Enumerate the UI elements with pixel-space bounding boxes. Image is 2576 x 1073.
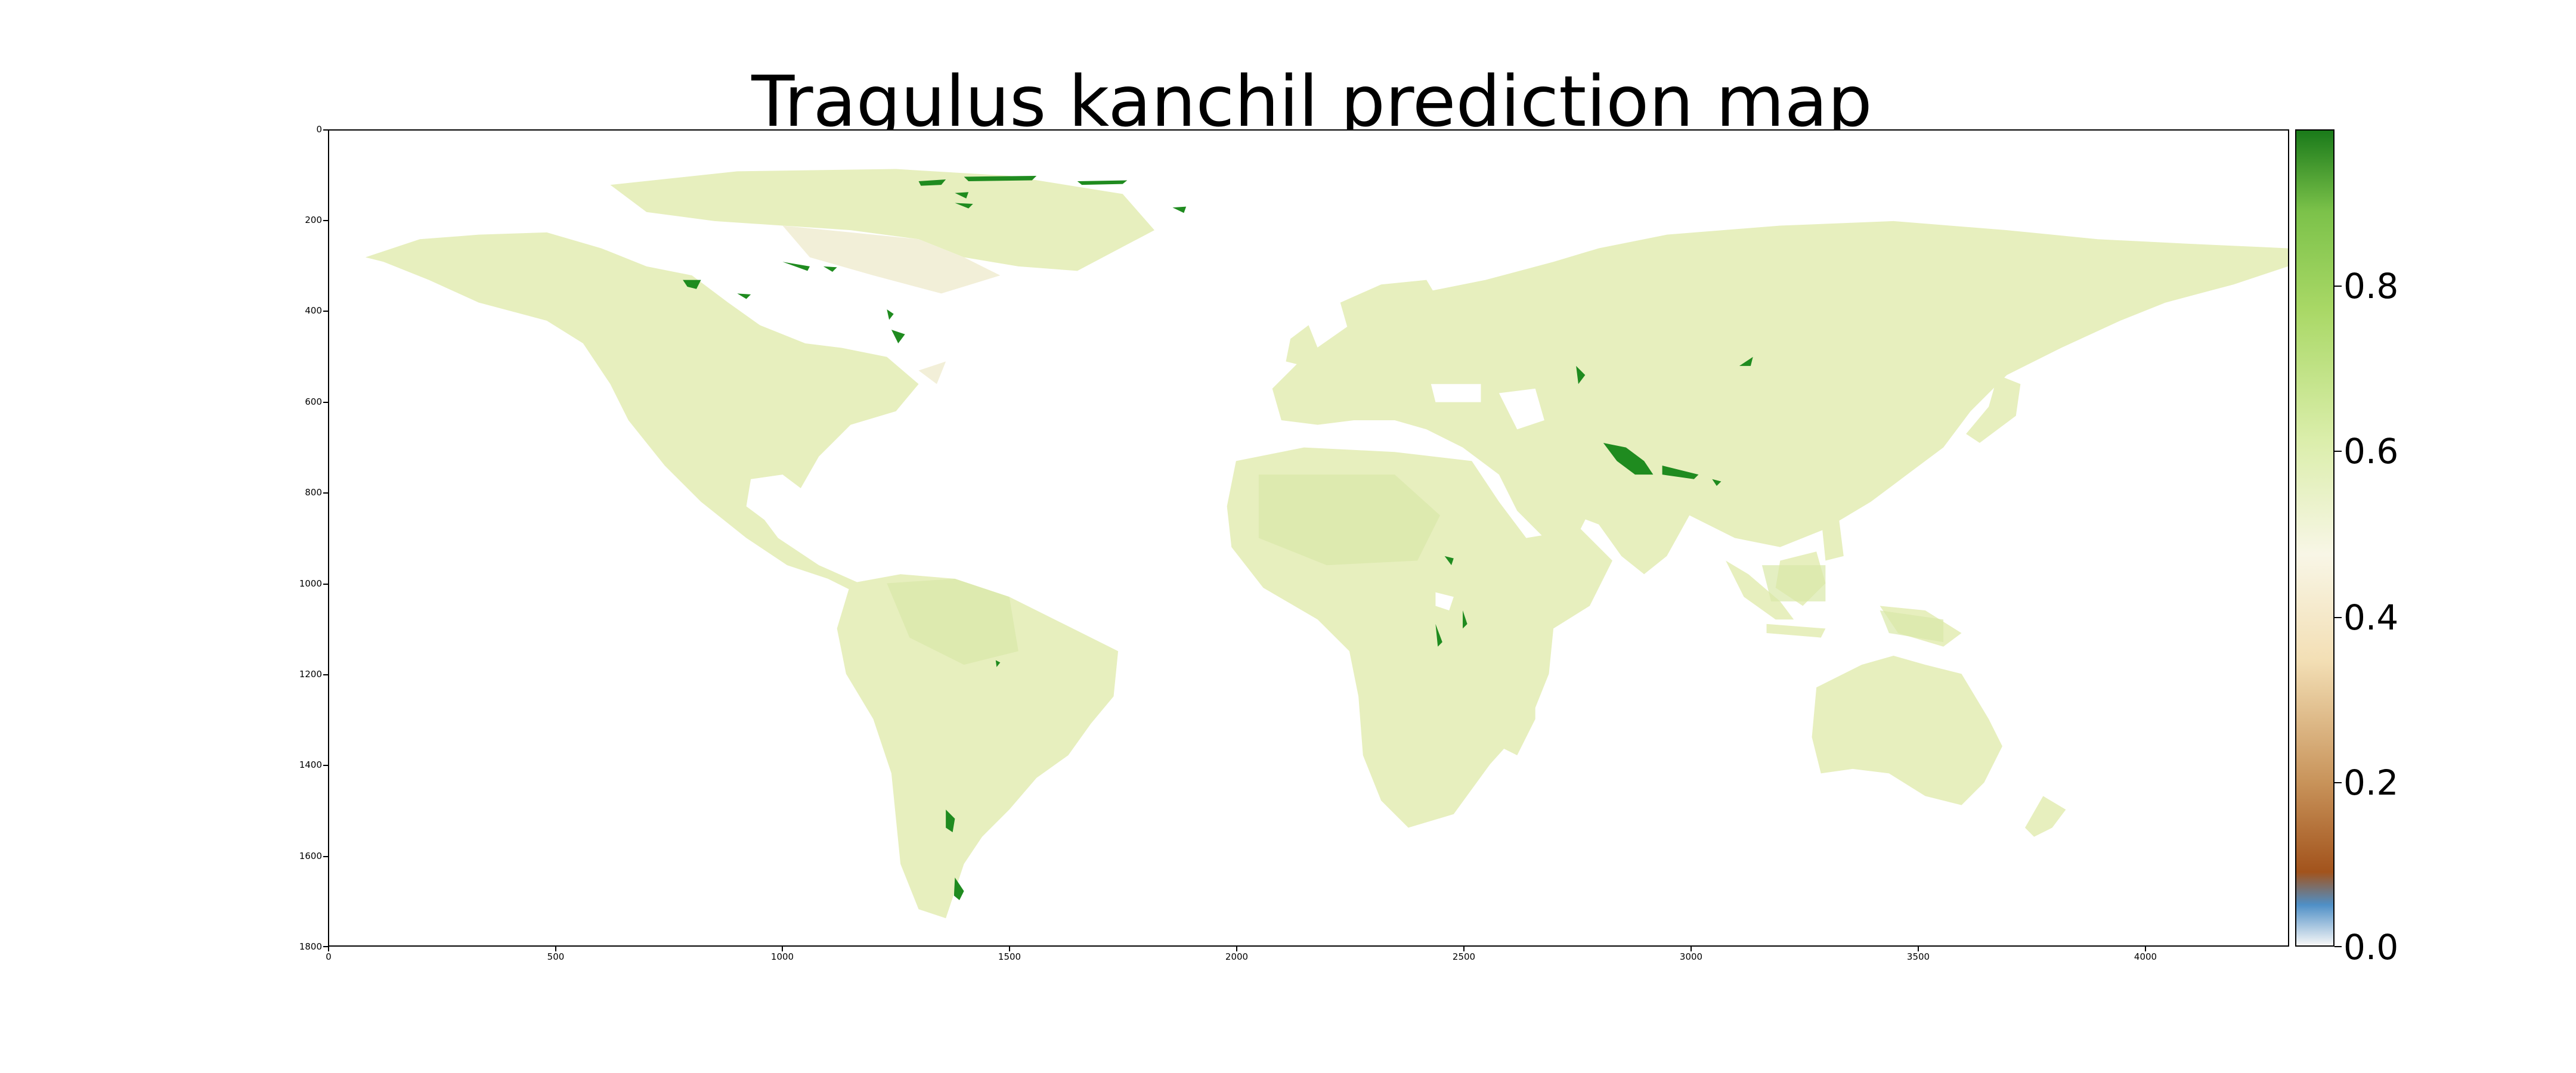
y-tick-mark — [323, 492, 328, 494]
y-tick-label: 1800 — [299, 941, 322, 952]
y-tick-label: 1600 — [299, 851, 322, 861]
land-south-america — [837, 574, 1119, 919]
land-north-america — [329, 232, 919, 597]
y-tick-label: 0 — [316, 124, 322, 135]
land-arabia — [1494, 438, 1599, 538]
map-title: Tragulus kanchil prediction map — [751, 60, 1872, 142]
x-tick-label: 1500 — [998, 951, 1021, 962]
land-java — [1766, 624, 1826, 638]
y-tick-mark — [323, 402, 328, 403]
colorbar-tick-label: 0.8 — [2343, 266, 2399, 306]
x-tick-label: 0 — [326, 951, 332, 962]
x-tick-label: 4000 — [2134, 951, 2157, 962]
x-tick-mark — [1236, 947, 1237, 951]
y-tick-label: 800 — [305, 487, 322, 498]
land-scandinavia — [1340, 280, 1441, 343]
x-tick-mark — [2145, 947, 2146, 951]
y-tick-mark — [323, 674, 328, 675]
x-tick-mark — [1690, 947, 1692, 951]
land-uk — [1286, 325, 1318, 366]
world-map — [329, 169, 2288, 919]
y-tick-mark — [323, 946, 328, 947]
y-tick-label: 400 — [305, 305, 322, 316]
x-tick-label: 3000 — [1679, 951, 1703, 962]
y-tick-label: 200 — [305, 215, 322, 225]
land-sumatra — [1726, 560, 1794, 620]
land-shading — [887, 475, 1944, 665]
colorbar-tick-mark — [2334, 451, 2342, 452]
land-masses — [329, 169, 2288, 919]
colorbar-tick-label: 0.4 — [2343, 597, 2399, 638]
colorbar-tick-label: 0.0 — [2343, 927, 2399, 967]
prediction-map[interactable] — [328, 129, 2289, 947]
lakes — [923, 316, 1544, 611]
y-tick-mark — [323, 765, 328, 766]
y-tick-mark — [323, 220, 328, 221]
colorbar-tick-mark — [2334, 946, 2342, 947]
land-philippines — [1820, 515, 1844, 561]
x-tick-mark — [782, 947, 783, 951]
land-arctic-islands — [610, 169, 1154, 271]
y-tick-mark — [323, 856, 328, 857]
colorbar-tick-label: 0.6 — [2343, 431, 2399, 472]
y-tick-mark — [323, 584, 328, 585]
y-tick-label: 1000 — [299, 578, 322, 589]
land-madagascar — [1498, 683, 1535, 756]
x-tick-label: 3500 — [1906, 951, 1930, 962]
x-tick-mark — [1463, 947, 1465, 951]
x-tick-mark — [555, 947, 556, 951]
colorbar-tick-label: 0.2 — [2343, 762, 2399, 803]
x-tick-mark — [328, 947, 329, 951]
x-tick-label: 1000 — [770, 951, 794, 962]
colorbar-tick-mark — [2334, 782, 2342, 783]
y-tick-mark — [323, 311, 328, 312]
x-tick-label: 500 — [547, 951, 565, 962]
y-tick-mark — [323, 129, 328, 131]
land-new-zealand — [2024, 796, 2066, 837]
y-tick-label: 600 — [305, 396, 322, 407]
x-tick-label: 2000 — [1225, 951, 1249, 962]
colorbar — [2295, 129, 2334, 947]
colorbar-tick-mark — [2334, 286, 2342, 287]
high-probability-patches — [683, 175, 1753, 901]
x-tick-label: 2500 — [1452, 951, 1476, 962]
colorbar-tick-mark — [2334, 617, 2342, 618]
y-tick-label: 1200 — [299, 669, 322, 680]
land-japan — [1966, 375, 2021, 444]
arctic-pale — [782, 225, 1001, 384]
x-tick-mark — [1918, 947, 1919, 951]
y-tick-label: 1400 — [299, 759, 322, 770]
x-tick-mark — [1009, 947, 1010, 951]
land-australia — [1812, 655, 2002, 805]
